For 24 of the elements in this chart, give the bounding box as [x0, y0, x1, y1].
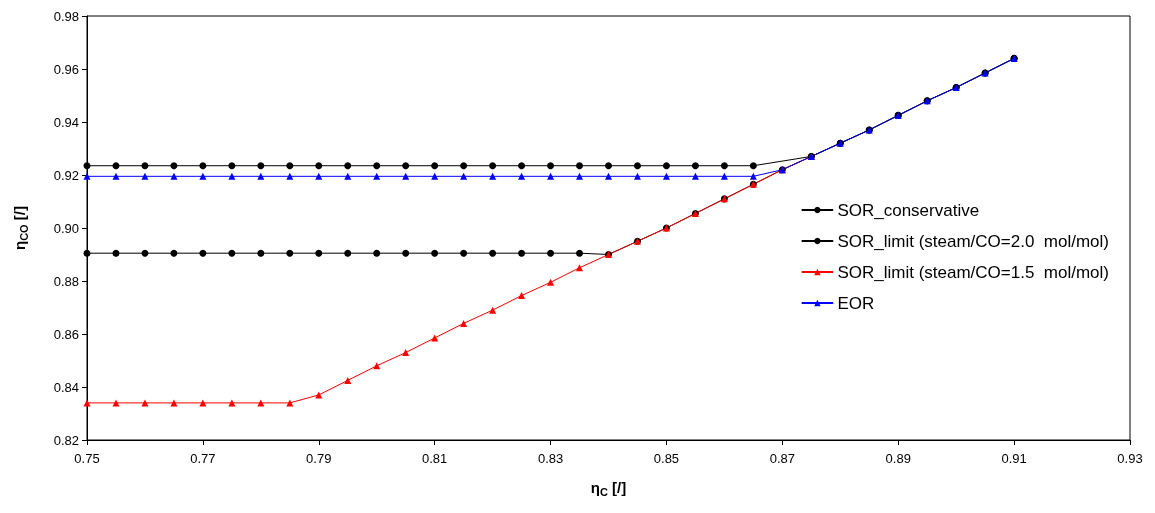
x-tick-label: 0.79	[306, 451, 332, 466]
y-tick-label: 0.98	[53, 8, 79, 24]
legend-label: SOR_limit (steam/CO=1.5 mol/mol)	[837, 262, 1110, 282]
x-tick-label: 0.93	[1117, 451, 1143, 466]
x-tick-label: 0.89	[885, 451, 911, 466]
y-tick-label: 0.88	[53, 273, 79, 289]
x-tick-label: 0.91	[1001, 451, 1027, 466]
x-tick-label: 0.75	[74, 451, 100, 466]
x-tick-label: 0.77	[190, 451, 216, 466]
y-tick-label: 0.94	[53, 114, 79, 130]
legend-label: EOR	[837, 293, 875, 313]
legend-label: SOR_limit (steam/CO=2.0 mol/mol)	[837, 231, 1110, 251]
y-tick-label: 0.96	[53, 61, 79, 77]
x-tick-label: 0.87	[769, 451, 795, 466]
y-tick-label: 0.86	[53, 326, 79, 342]
y-tick-label: 0.90	[53, 220, 79, 236]
y-tick-label: 0.82	[53, 432, 79, 448]
y-tick-label: 0.84	[53, 379, 79, 395]
x-tick-label: 0.81	[422, 451, 448, 466]
legend-label: SOR_conservative	[837, 200, 980, 220]
x-tick-label: 0.83	[537, 451, 564, 466]
x-tick-label: 0.85	[653, 451, 680, 466]
y-axis-title: ηCO [/]	[11, 206, 30, 250]
y-tick-label: 0.92	[53, 167, 79, 183]
